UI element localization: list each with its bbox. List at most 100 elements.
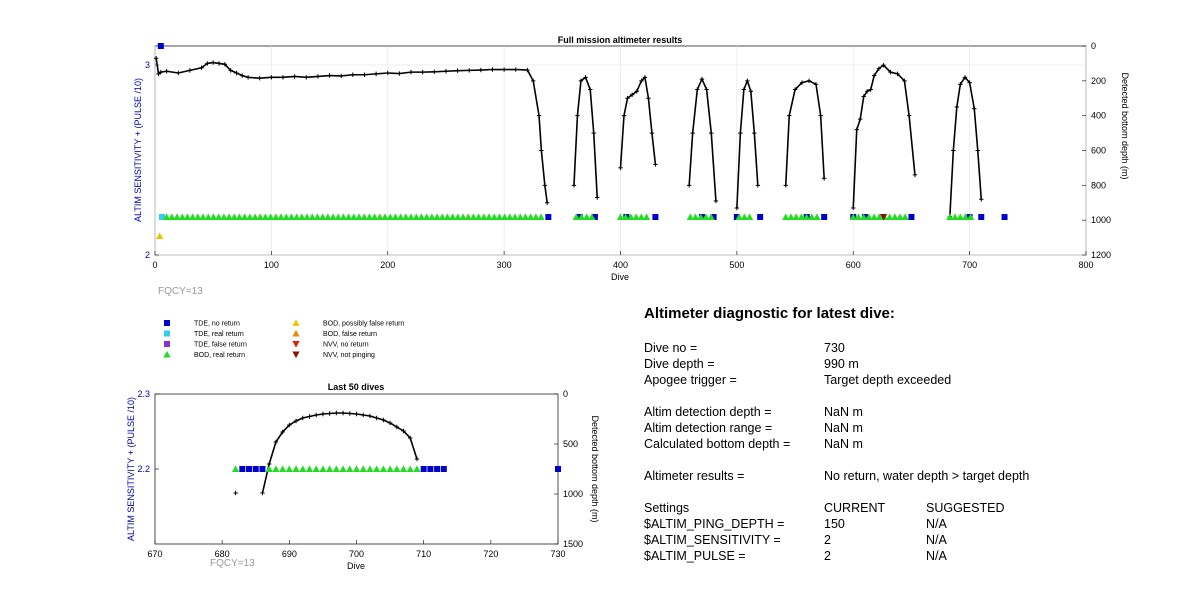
depth-point (813, 82, 819, 87)
depth-point (738, 130, 743, 136)
bod-real-return-marker (391, 213, 400, 220)
depth-point (314, 412, 319, 418)
legend-label: TDE, false return (194, 342, 247, 349)
pulse-row: $ALTIM_PULSE = 2 N/A (644, 548, 1164, 564)
depth-point (536, 113, 542, 118)
depth-point (525, 67, 530, 73)
bod-real-return-marker (413, 465, 421, 472)
bod-real-return-marker (334, 213, 342, 220)
legend-label: BOD, possibly false return (323, 321, 404, 328)
bod-real-return-marker (802, 213, 811, 220)
nvv-not-pinging-marker (879, 214, 888, 221)
bod-real-return-marker (707, 213, 715, 220)
bod-real-return-marker (740, 213, 749, 220)
depth-point (854, 127, 859, 132)
bod-real-return-marker (371, 213, 379, 220)
depth-point (327, 73, 332, 78)
depth-point (362, 72, 367, 77)
bod-real-return-marker (782, 213, 790, 220)
depth-line (619, 75, 657, 168)
bod-real-return-marker (350, 213, 358, 220)
bod-real-return-marker (428, 213, 436, 220)
depth-point (868, 87, 873, 92)
depth-point (176, 70, 181, 76)
main-chart-left-axis-label: ALTIM SENSITIVITY + (PULSE /10) (133, 78, 143, 222)
depth-point (374, 415, 379, 421)
last-50-chart-left-axis-label: ALTIM SENSITIVITY + (PULSE /10) (126, 397, 136, 541)
tde-no-return-marker (420, 466, 427, 472)
depth-point (634, 89, 639, 94)
depth-point (639, 78, 644, 84)
bod-real-return-marker (691, 213, 700, 220)
pulse-suggested: N/A (926, 549, 947, 563)
x-tick-label: 200 (380, 260, 395, 270)
depth-point (455, 68, 460, 73)
depth-point (690, 130, 695, 136)
tde-no-return-marker (733, 214, 740, 220)
depth-point (642, 75, 648, 80)
main-chart-depth-lines (153, 55, 984, 219)
tde-no-return-marker (157, 43, 164, 49)
depth-point (300, 415, 305, 421)
x-tick-label: 700 (962, 260, 977, 270)
bod-real-return-marker (399, 465, 408, 472)
bod-real-return-marker (433, 213, 441, 220)
pulse-label: $ALTIM_PULSE = (644, 549, 746, 563)
right-tick-label: 200 (1091, 76, 1106, 86)
bod-real-return-marker (199, 213, 207, 220)
apogee-label: Apogee trigger = (644, 373, 737, 387)
depth-point (513, 67, 518, 72)
depth-point (752, 130, 757, 136)
depth-point (293, 418, 299, 424)
bod-real-return-marker (397, 213, 405, 220)
bod-real-return-marker (516, 213, 524, 220)
tde-no-return-marker (440, 466, 447, 472)
depth-point (621, 113, 627, 118)
bod-real-return-marker (359, 465, 367, 472)
last-50-chart-markers (232, 465, 561, 472)
bod-real-return-marker (355, 213, 363, 220)
depth-point (818, 113, 823, 118)
depth-point (187, 68, 193, 73)
bod-real-return-marker (572, 213, 580, 220)
depth-point (888, 69, 893, 75)
tde-no-return-marker (545, 214, 552, 220)
tde-no-return-marker (908, 214, 915, 220)
detection-depth-value: NaN m (824, 405, 863, 419)
depth-point (902, 78, 907, 84)
x-tick-label: 300 (497, 260, 512, 270)
bod-real-return-marker (261, 213, 270, 220)
pulse-current: 2 (824, 549, 831, 563)
bod-real-return-marker (616, 213, 625, 220)
depth-point (713, 198, 719, 204)
dive-depth-row: Dive depth = 990 m (644, 356, 1164, 372)
depth-point (958, 82, 963, 87)
depth-point (234, 70, 239, 76)
legend-label: NVV, no return (323, 342, 369, 349)
depth-point (709, 130, 714, 136)
tde-real-return-legend-icon (164, 330, 170, 337)
sensitivity-suggested: N/A (926, 533, 947, 547)
right-tick-label: 500 (563, 439, 578, 449)
bod-real-return-marker (865, 213, 873, 220)
bod-real-return-marker (449, 213, 457, 220)
bod-real-return-marker (860, 213, 868, 220)
bod-real-return-marker (365, 213, 374, 220)
left-tick-label: 2.2 (137, 464, 150, 474)
ping-depth-suggested: N/A (926, 517, 947, 531)
bod-real-return-marker (393, 465, 401, 472)
depth-point (478, 67, 484, 73)
bod-real-return-marker (329, 213, 337, 220)
depth-point (269, 75, 274, 80)
depth-point (571, 183, 577, 188)
tde-no-return-marker (710, 214, 717, 220)
dive-no-row: Dive no = 730 (644, 340, 1164, 356)
depth-point (228, 68, 233, 73)
bod-real-return-marker (577, 213, 586, 220)
bod-real-return-marker (305, 465, 314, 472)
bod-real-return-marker (588, 213, 596, 220)
nvv-no-return-legend-icon (292, 341, 300, 348)
bod-real-return-marker (292, 465, 300, 472)
bod-real-return-marker (232, 465, 240, 472)
apogee-row: Apogee trigger = Target depth exceeded (644, 372, 1164, 388)
